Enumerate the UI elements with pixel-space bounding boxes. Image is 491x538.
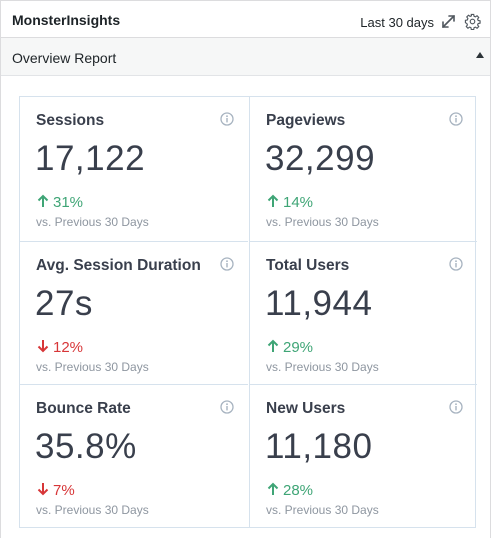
info-icon[interactable] [220,257,234,271]
arrow-down-icon [36,339,50,353]
overview-report-toggle[interactable]: Overview Report [1,38,490,76]
metric-value: 11,180 [265,427,373,466]
metric-card-avg-session-duration: Avg. Session Duration 27s 12% vs. Previo… [20,241,248,385]
metric-label: Bounce Rate [36,400,131,417]
metric-compare-text: vs. Previous 30 Days [36,360,149,374]
arrow-up-icon [266,194,280,208]
metric-compare-text: vs. Previous 30 Days [266,503,379,517]
widget-header: MonsterInsights Last 30 days [1,0,490,38]
info-icon[interactable] [449,257,463,271]
metric-change: 28% [266,482,313,500]
metric-card-total-users: Total Users 11,944 29% vs. Previous 30 D… [249,241,477,385]
metric-label: Avg. Session Duration [36,257,201,274]
metric-label: Pageviews [266,112,346,129]
collapse-arrow-icon[interactable] [476,52,484,58]
metric-card-new-users: New Users 11,180 28% vs. Previous 30 Day… [249,384,477,528]
section-title: Overview Report [12,50,117,66]
info-icon[interactable] [449,112,463,126]
metric-value: 11,944 [265,284,373,323]
metric-card-pageviews: Pageviews 32,299 14% vs. Previous 30 Day… [249,97,477,241]
metric-label: Sessions [36,112,105,129]
metric-change: 29% [266,339,313,357]
info-icon[interactable] [220,400,234,414]
metric-value: 27s [35,284,93,323]
info-icon[interactable] [220,112,234,126]
widget-title: MonsterInsights [12,12,121,28]
date-range-selector[interactable]: Last 30 days [360,15,434,30]
metric-compare-text: vs. Previous 30 Days [36,503,149,517]
metric-compare-text: vs. Previous 30 Days [266,360,379,374]
metric-change: 12% [36,339,83,357]
metric-label: New Users [266,400,346,417]
metric-card-sessions: Sessions 17,122 31% vs. Previous 30 Days [20,97,248,241]
change-percent: 28% [283,482,314,499]
metric-compare-text: vs. Previous 30 Days [36,215,149,229]
metric-change: 7% [36,482,75,500]
gear-icon[interactable] [464,13,481,31]
metric-value: 35.8% [35,427,137,466]
info-icon[interactable] [449,400,463,414]
arrow-up-icon [266,482,280,496]
metrics-grid: Sessions 17,122 31% vs. Previous 30 Days… [19,96,477,528]
metric-change: 14% [266,194,313,212]
metric-value: 17,122 [35,139,146,178]
metric-card-bounce-rate: Bounce Rate 35.8% 7% vs. Previous 30 Day… [20,384,248,528]
metric-label: Total Users [266,257,350,274]
arrow-up-icon [266,339,280,353]
metric-compare-text: vs. Previous 30 Days [266,215,379,229]
change-percent: 31% [53,194,84,211]
expand-icon[interactable] [440,13,457,30]
arrow-up-icon [36,194,50,208]
change-percent: 12% [53,339,84,356]
metric-value: 32,299 [265,139,376,178]
arrow-down-icon [36,482,50,496]
change-percent: 29% [283,339,314,356]
change-percent: 7% [53,482,75,499]
change-percent: 14% [283,194,314,211]
metric-change: 31% [36,194,83,212]
